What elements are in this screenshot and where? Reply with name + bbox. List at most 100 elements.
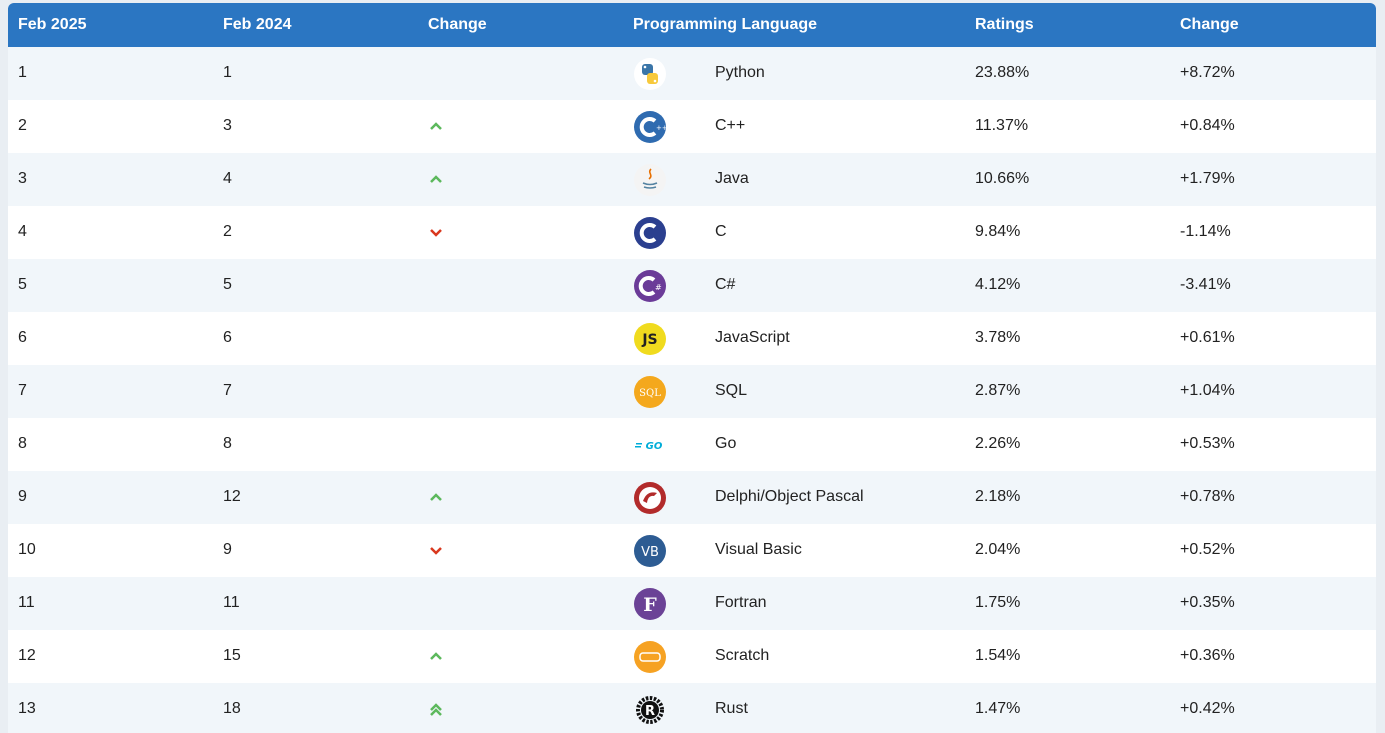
rank-feb-2025: 9 [18,488,27,505]
change-value: +1.79% [1180,170,1235,187]
svg-text:VB: VB [641,545,659,560]
header-change-percent[interactable]: Change [1180,16,1239,33]
rank-feb-2024: 18 [223,700,241,717]
rank-feb-2025: 4 [18,223,27,240]
change-value: +0.84% [1180,117,1235,134]
language-name: Python [715,64,765,81]
language-name: Go [715,435,737,452]
python-logo-icon [633,57,667,91]
rank-feb-2024: 12 [223,488,241,505]
java-logo-icon [633,163,667,197]
header-ratings[interactable]: Ratings [975,16,1034,33]
rating-value: 11.37% [975,117,1029,134]
table-row: 2 3 ++ C++ 11.37% +0.84% [8,100,1376,153]
svg-text:JS: JS [641,332,657,348]
language-name: Fortran [715,594,767,611]
table-row: 6 6 JS JavaScript 3.78% +0.61% [8,312,1376,365]
table-row: 1 1 Python 23.88% +8.72% [8,47,1376,100]
rating-value: 10.66% [975,170,1030,187]
table-row: 12 15 Scratch 1.54% +0.36% [8,630,1376,683]
rating-value: 2.04% [975,541,1021,558]
table-row: 13 18 R Rust 1.47% +0.42% [8,683,1376,733]
change-value: +0.36% [1180,647,1235,664]
cpp-logo-icon: ++ [633,110,668,144]
table-row: 7 7 SQL SQL 2.87% +1.04% [8,365,1376,418]
rank-feb-2025: 5 [18,276,27,293]
table-row: 9 12 Delphi/Object Pascal 2.18% +0.78% [8,471,1376,524]
rank-feb-2025: 13 [18,700,36,717]
svg-text:R: R [645,704,655,719]
change-value: +0.42% [1180,700,1235,717]
arrow-up-icon [428,489,444,505]
rank-feb-2025: 11 [18,594,35,611]
rank-feb-2024: 6 [223,329,232,346]
rank-feb-2024: 3 [223,117,232,134]
rating-value: 2.18% [975,488,1021,505]
rank-feb-2024: 8 [223,435,232,452]
svg-text:SQL: SQL [639,388,661,399]
csharp-logo-icon: # [633,269,667,303]
table-row: 4 2 C 9.84% -1.14% [8,206,1376,259]
change-value: -1.14% [1180,223,1231,240]
table-row: 8 8 GO Go 2.26% +0.53% [8,418,1376,471]
rating-value: 23.88% [975,64,1030,81]
rating-value: 1.75% [975,594,1021,611]
language-name: C# [715,276,736,293]
rating-value: 9.84% [975,223,1021,240]
change-value: -3.41% [1180,276,1231,293]
rank-feb-2024: 9 [223,541,232,558]
svg-text:GO: GO [646,441,663,452]
rank-feb-2025: 6 [18,329,27,346]
rank-feb-2024: 11 [223,594,240,611]
visual-basic-logo-icon: VB [633,534,667,568]
table-body: 1 1 Python 23.88% +8.72% 2 3 ++ C++ 11.37% +0.84% 3… [8,47,1376,733]
delphi-logo-icon [633,481,667,515]
header-change[interactable]: Change [428,16,487,33]
rank-feb-2024: 2 [223,223,232,240]
table-header: Feb 2025 Feb 2024 Change Programming Lan… [8,3,1376,47]
rank-feb-2025: 1 [18,64,27,81]
change-value: +0.53% [1180,435,1235,452]
rank-feb-2024: 4 [223,170,232,187]
table-row: 3 4 Java 10.66% +1.79% [8,153,1376,206]
rank-feb-2025: 10 [18,541,36,558]
language-name: Delphi/Object Pascal [715,488,864,505]
language-name: JavaScript [715,329,790,346]
change-value: +8.72% [1180,64,1235,81]
svg-text:++: ++ [656,124,667,132]
rank-feb-2025: 7 [18,382,27,399]
rank-feb-2025: 2 [18,117,27,134]
arrow-down-icon [428,224,444,240]
javascript-logo-icon: JS [633,322,667,356]
language-name: Visual Basic [715,541,802,558]
rust-logo-icon: R [633,693,667,727]
header-feb-2024[interactable]: Feb 2024 [223,16,292,33]
change-value: +0.78% [1180,488,1235,505]
header-programming-language[interactable]: Programming Language [633,16,818,33]
svg-text:#: # [655,283,662,292]
rating-value: 4.12% [975,276,1021,293]
rank-feb-2024: 5 [223,276,232,293]
arrow-down-icon [428,542,444,558]
rank-feb-2024: 15 [223,647,241,664]
rating-value: 3.78% [975,329,1021,346]
c-logo-icon [633,216,667,250]
header-feb-2025[interactable]: Feb 2025 [18,16,87,33]
change-value: +1.04% [1180,382,1235,399]
rank-feb-2025: 8 [18,435,27,452]
table-row: 11 11 F Fortran 1.75% +0.35% [8,577,1376,630]
arrow-up-icon [428,118,444,134]
fortran-logo-icon: F [633,587,667,621]
table-row: 5 5 # C# 4.12% -3.41% [8,259,1376,312]
language-name: C [715,223,727,240]
language-name: Scratch [715,647,770,664]
table-row: 10 9 VB Visual Basic 2.04% +0.52% [8,524,1376,577]
arrow-up-icon [428,171,444,187]
rating-value: 2.26% [975,435,1021,452]
svg-text:F: F [643,594,657,616]
scratch-logo-icon [633,640,667,674]
rank-feb-2024: 7 [223,382,232,399]
ranking-table: Feb 2025 Feb 2024 Change Programming Lan… [8,3,1376,733]
rating-value: 2.87% [975,382,1021,399]
double-arrow-up-icon [428,701,444,717]
